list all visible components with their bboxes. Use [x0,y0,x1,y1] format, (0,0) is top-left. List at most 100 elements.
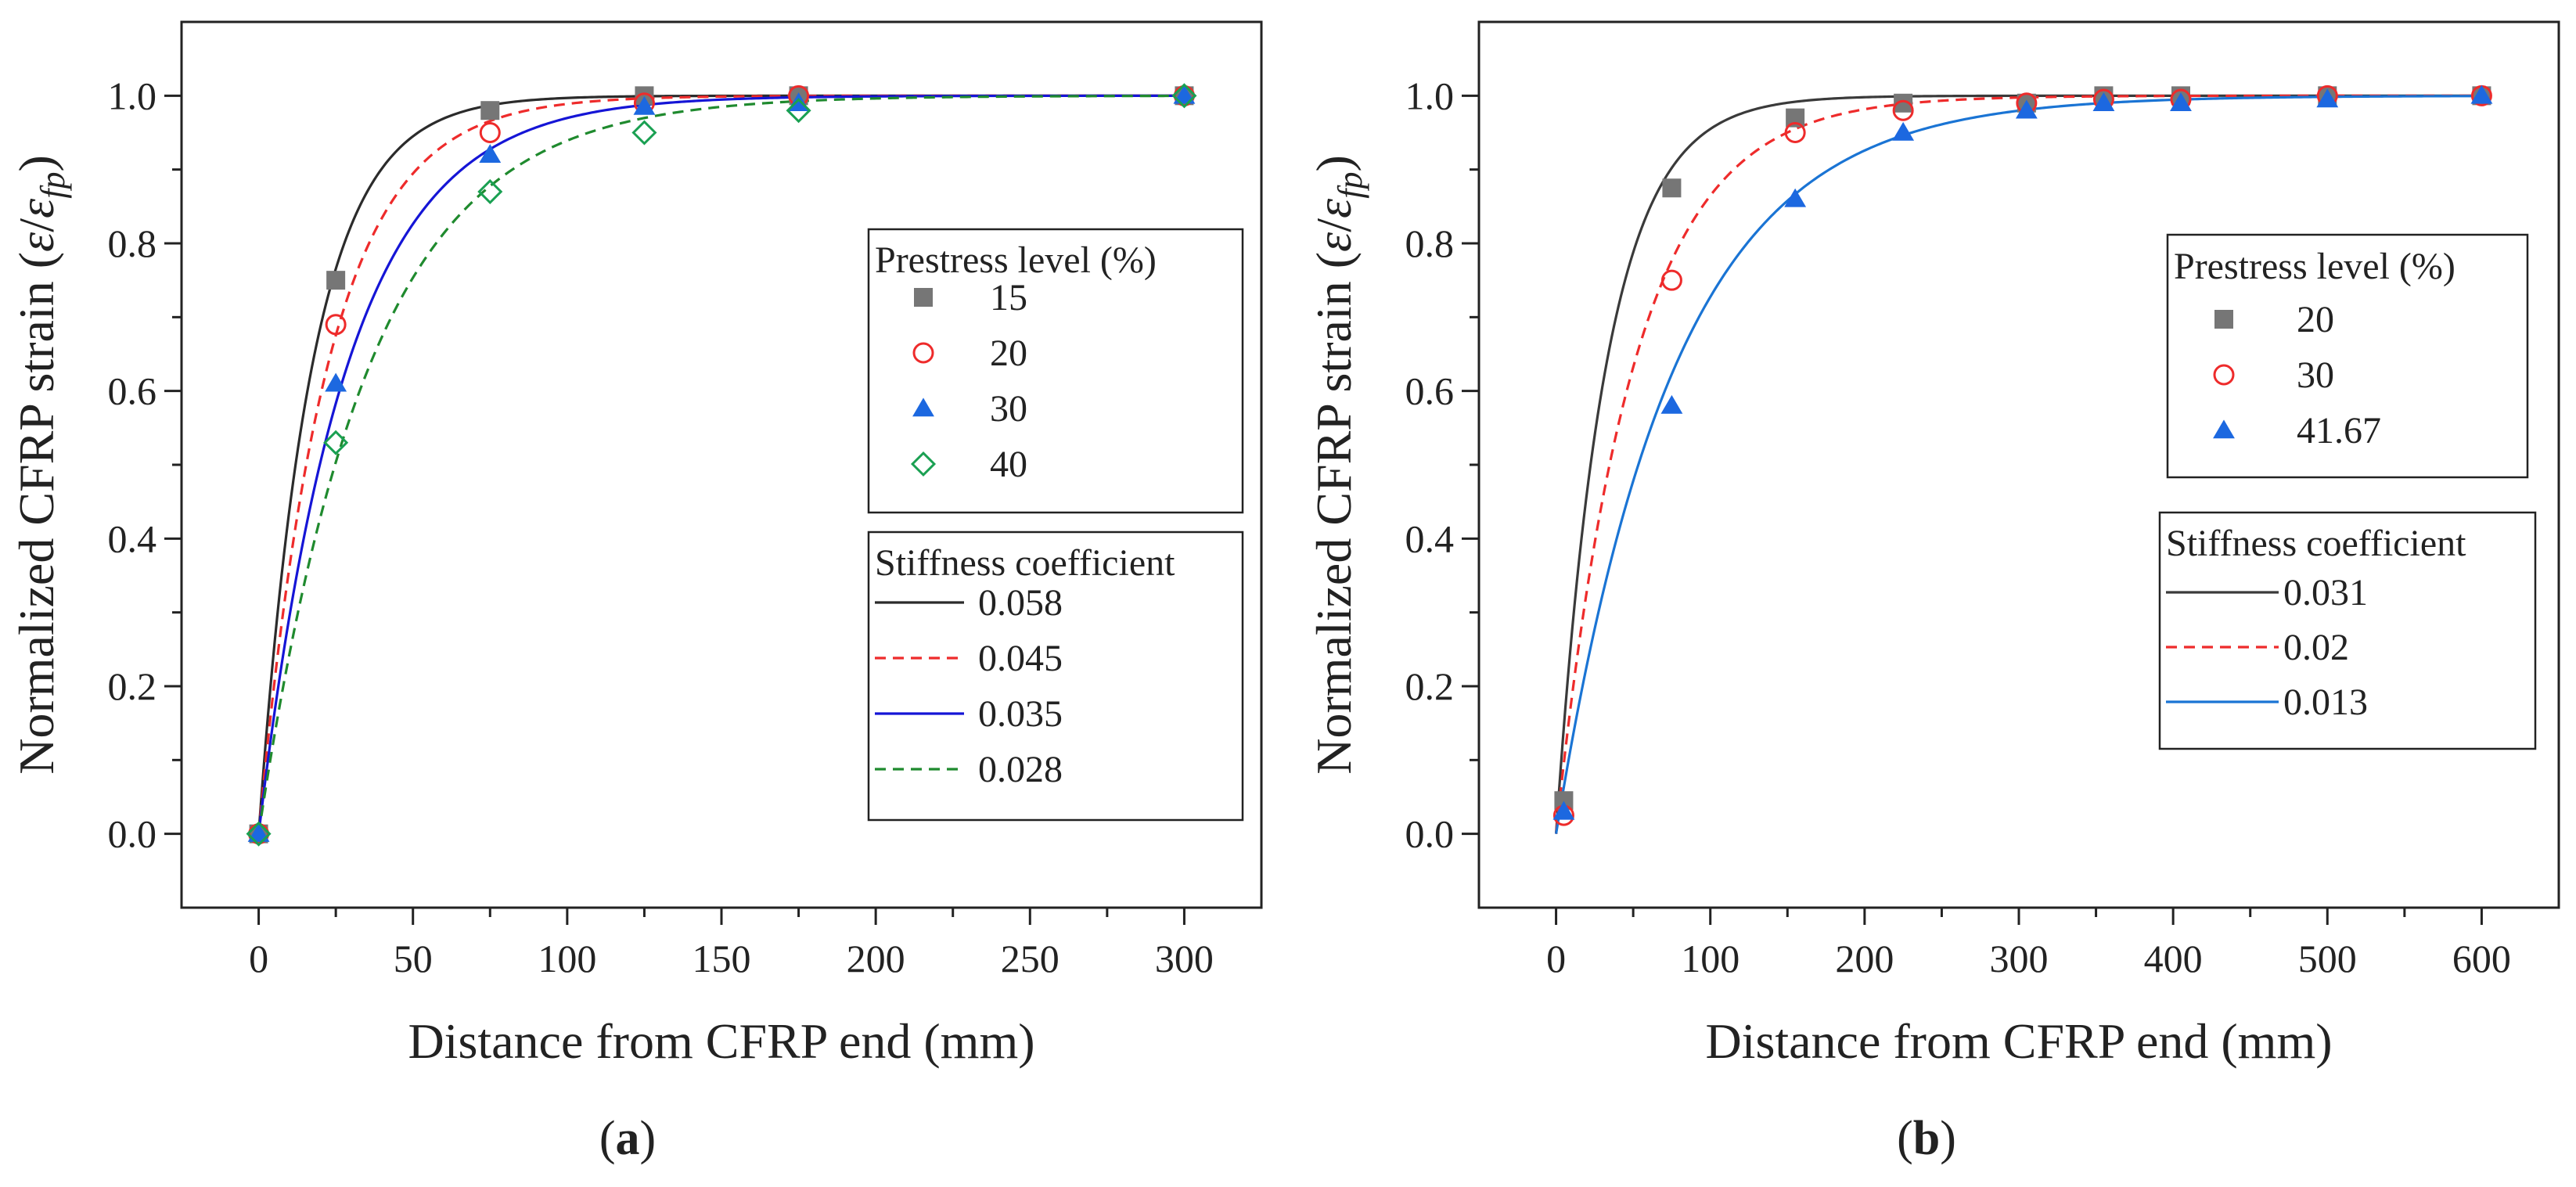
legend-line-label-0.031: 0.031 [2283,572,2368,613]
x-tick-label: 150 [693,937,751,980]
data-point-30 [1784,122,1806,143]
y-tick-label: 0.8 [108,221,157,265]
data-point-30 [1660,269,1682,291]
x-tick-label: 200 [847,937,905,980]
data-point-40 [786,98,811,124]
legend-line-label-0.013: 0.013 [2283,682,2368,723]
y-tick-label: 0.0 [1405,812,1455,856]
x-tick-label: 500 [2298,937,2357,980]
y-tick-label: 0.6 [1405,369,1455,413]
legend-title-markers-b: Prestress level (%) [2174,246,2455,287]
y-ticks-b: 0.0 0.2 0.4 0.6 0.8 1.0 [1405,74,1479,856]
legend-lines-b: Stiffness coefficient 0.031 0.02 0.013 [2158,511,2537,750]
data-point-41.67 [2092,92,2115,112]
data-point-15 [326,271,346,290]
y-tick-label: 1.0 [1405,74,1455,117]
data-point-41.67 [2470,85,2493,104]
x-tick-label: 100 [1681,937,1740,980]
legend-line-label-0.02: 0.02 [2283,627,2349,668]
legend-box-markers-a [867,228,1244,514]
x-axis-label-a: Distance from CFRP end (mm) [408,1013,1034,1069]
legend-marker-15 [914,288,933,307]
fit-curve-0.035 [257,94,1185,834]
fit-curves-a [257,94,1185,834]
y-tick-label: 0.2 [1405,664,1455,708]
x-tick-label: 300 [1990,937,2049,980]
data-point-41.67 [1552,800,1575,820]
data-point-40 [631,120,657,146]
data-point-40 [1171,83,1197,109]
data-point-40 [477,178,503,205]
x-tick-label: 400 [2144,937,2203,980]
fit-curve-0.028 [257,94,1185,834]
x-ticks-b: 0 100 200 300 400 500 600 [1546,908,2511,980]
x-tick-label: 200 [1835,937,1894,980]
x-tick-label: 100 [538,937,596,980]
legend-line-entries-a: 0.058 0.045 0.035 0.028 [875,582,1063,790]
legend-label-30: 30 [2297,354,2334,396]
y-tick-label: 0.6 [108,369,157,413]
data-point-41.67 [2170,92,2192,112]
data-point-41.67 [1892,121,1915,141]
legend-title-lines-a: Stiffness coefficient [875,542,1175,584]
data-point-20 [479,122,501,143]
data-point-41.67 [1660,394,1683,414]
legend-label-30: 30 [990,388,1027,430]
panel-label-b: (b) [1897,1112,1956,1165]
data-point-15 [480,101,500,120]
legend-box-lines-a [867,531,1244,822]
x-tick-label: 600 [2452,937,2511,980]
y-ticks-a: 0.0 0.2 0.4 0.6 0.8 1.0 [108,74,182,856]
data-point-41.67 [1784,188,1807,207]
legend-line-label-0.045: 0.045 [978,638,1063,679]
chart-panel-a: 0 50 100 150 200 250 300 0.0 0.2 0.4 0.6 0.8 1.0 No… [9,20,1263,1165]
data-point-30 [1173,85,1196,104]
x-ticks-a: 0 50 100 150 200 250 300 [249,908,1214,980]
data-point-20 [325,314,347,336]
y-tick-label: 0.4 [108,516,157,560]
x-tick-label: 50 [394,937,433,980]
legend-label-40: 40 [990,444,1027,485]
data-point-30 [633,95,656,115]
data-point-30 [479,144,502,164]
x-tick-label: 300 [1155,937,1214,980]
data-point-40 [323,430,349,455]
legend-title-markers-a: Prestress level (%) [875,239,1157,281]
data-point-20 [1894,93,1913,113]
data-points-a [246,83,1197,847]
legend-marker-20 [912,342,934,364]
legend-box-lines-b [2158,511,2537,750]
y-tick-label: 0.2 [108,664,157,708]
legend-label-41.67: 41.67 [2297,410,2381,451]
data-points-b [1552,85,2493,826]
legend-marker-entries-b: 20 30 41.67 [2213,299,2381,451]
data-point-30 [247,822,270,842]
legend-title-lines-b: Stiffness coefficient [2166,523,2466,564]
legend-marker-40 [910,451,937,477]
x-tick-label: 0 [1546,937,1566,980]
legend-markers-b: Prestress level (%) 20 30 41.67 [2166,233,2529,479]
legend-lines-a: Stiffness coefficient 0.0580.0450.0350.0… [867,531,1244,822]
legend-line-entries-b: 0.031 0.02 0.013 [2166,572,2368,723]
legend-label-20: 20 [2297,299,2334,340]
x-tick-label: 0 [249,937,268,980]
data-point-30 [325,372,347,392]
legend-marker-30 [2213,364,2235,386]
y-tick-label: 1.0 [108,74,157,117]
legend-line-label-0.058: 0.058 [978,582,1063,624]
legend-label-15: 15 [990,277,1027,318]
panel-label-a: (a) [599,1112,656,1165]
legend-line-label-0.035: 0.035 [978,693,1063,735]
y-axis-label-b: Normalized CFRP strain (ε/εfp) [1306,155,1369,775]
legend-markers-a: Prestress level (%) 15 20 30 40 [867,228,1244,514]
legend-marker-entries-a: 15 20 30 40 [910,277,1027,485]
y-tick-label: 0.4 [1405,516,1455,560]
legend-line-label-0.028: 0.028 [978,749,1063,790]
data-point-20 [1662,178,1682,198]
legend-marker-30 [912,397,934,417]
data-point-41.67 [2316,88,2339,108]
x-tick-label: 250 [1001,937,1060,980]
legend-marker-41.67 [2213,419,2235,439]
legend-marker-20 [2214,310,2233,329]
